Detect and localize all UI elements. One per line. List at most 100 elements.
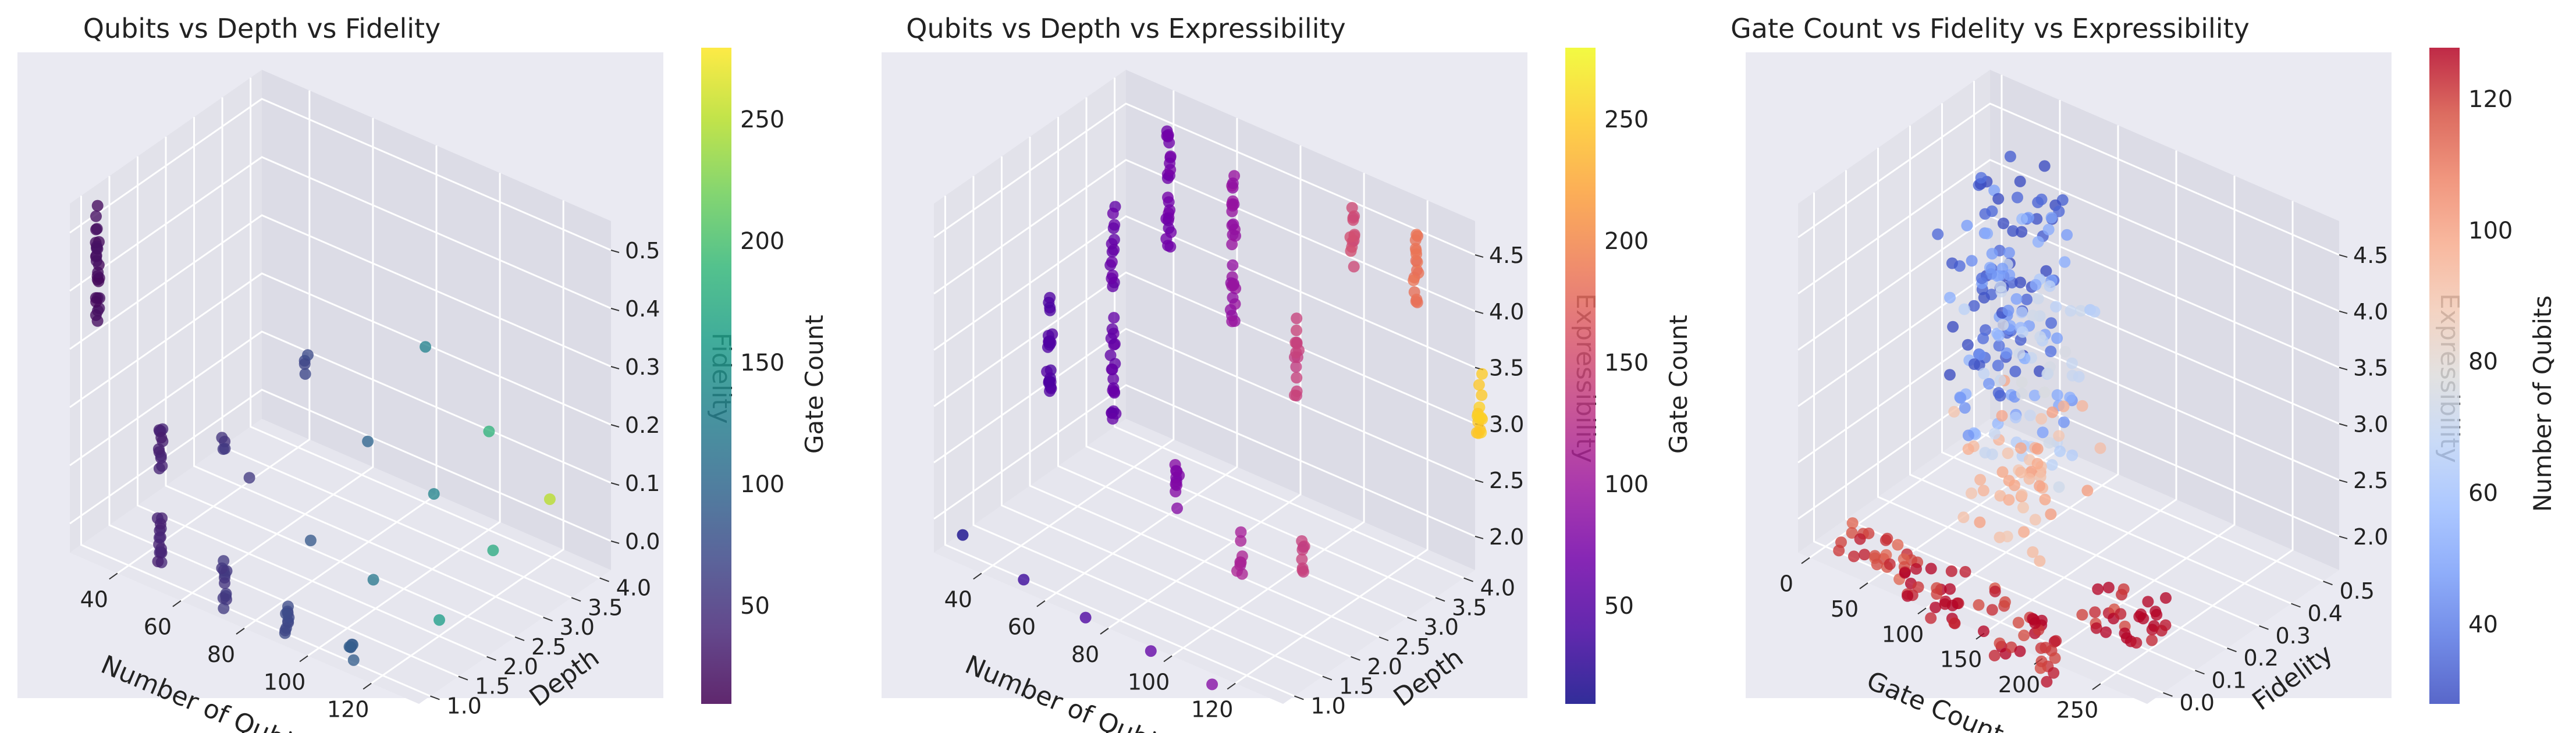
y-tick-label: 0.3 xyxy=(2276,623,2311,649)
data-point xyxy=(2001,347,2013,360)
data-point xyxy=(2042,367,2054,379)
data-point xyxy=(367,574,379,586)
data-point xyxy=(1079,611,1092,624)
data-point xyxy=(1992,330,2005,341)
colorbar-tick-label: 100 xyxy=(1604,471,1649,498)
data-point xyxy=(2043,437,2055,449)
y-tick-label: 1.5 xyxy=(475,674,510,699)
data-point xyxy=(1234,556,1246,568)
data-point xyxy=(1996,262,2009,275)
data-point xyxy=(1296,564,1309,577)
x-tick-label: 40 xyxy=(944,586,972,612)
colorbar-tick-label: 200 xyxy=(740,228,785,255)
grid-line xyxy=(1029,137,1380,638)
data-point xyxy=(91,223,103,235)
data-point xyxy=(1988,649,2001,661)
data-point xyxy=(1344,231,1356,243)
data-point xyxy=(2059,256,2071,268)
y-tick-label: 2.0 xyxy=(1367,654,1402,679)
data-point xyxy=(2044,280,2056,292)
data-point xyxy=(1408,274,1420,286)
data-point xyxy=(2051,389,2063,401)
x-tick-label: 120 xyxy=(327,697,369,723)
data-point xyxy=(2017,501,2029,514)
tick-mark xyxy=(514,636,525,641)
tick-mark xyxy=(2323,581,2333,586)
data-point xyxy=(1978,291,1990,304)
data-point xyxy=(1879,534,1892,546)
data-point xyxy=(2066,357,2078,369)
data-point xyxy=(2054,445,2066,457)
x-tick-label: 200 xyxy=(1998,672,2041,698)
grid-line xyxy=(1845,170,2196,671)
tick-mark xyxy=(610,540,620,544)
data-point xyxy=(1108,219,1121,231)
z-tick-label: 0.4 xyxy=(625,296,660,322)
data-point xyxy=(2053,481,2065,493)
data-point xyxy=(1476,368,1488,380)
tick-mark xyxy=(2163,692,2173,697)
data-point xyxy=(2015,467,2027,478)
z-tick-label: 3.5 xyxy=(2353,355,2388,381)
data-point xyxy=(1290,347,1302,358)
data-point xyxy=(1106,256,1118,268)
colorbar-tick-label: 150 xyxy=(1604,350,1649,377)
data-point xyxy=(91,200,104,212)
data-point xyxy=(2016,387,2028,400)
data-point xyxy=(2034,330,2046,343)
data-point xyxy=(2016,213,2028,225)
z-tick-label: 0.1 xyxy=(625,471,660,496)
data-point xyxy=(543,493,556,506)
data-point xyxy=(1289,389,1301,401)
colorbar-tick-label: 150 xyxy=(740,350,785,377)
z-tick-label: 4.0 xyxy=(1489,299,1524,325)
data-point xyxy=(152,556,164,568)
y-tick-label: 4.0 xyxy=(1480,575,1515,601)
data-point xyxy=(2029,617,2041,629)
grid-line xyxy=(69,272,612,426)
data-point xyxy=(2030,279,2042,291)
data-point xyxy=(1473,379,1485,391)
data-point xyxy=(2010,293,2023,305)
data-point xyxy=(302,349,314,361)
tick-mark xyxy=(299,655,308,663)
data-point xyxy=(217,592,229,604)
data-point xyxy=(2045,317,2058,329)
data-point xyxy=(2028,389,2041,401)
data-point xyxy=(2040,265,2052,277)
data-point xyxy=(2058,400,2070,412)
data-point xyxy=(1043,375,1055,387)
tick-mark xyxy=(610,308,620,311)
chart-panel-1: Qubits vs Depth vs Fidelity 40 60 80 100 120… xyxy=(0,0,858,733)
z-tick-label: 0.0 xyxy=(625,529,660,554)
tick-mark xyxy=(973,572,982,580)
data-point xyxy=(2042,223,2055,236)
grid-line xyxy=(1000,156,1352,658)
data-point xyxy=(1227,259,1239,271)
z-tick-label: 2.0 xyxy=(2353,524,2388,550)
z-tick-label: 0.5 xyxy=(625,238,660,264)
tick-mark xyxy=(2259,625,2269,630)
data-point xyxy=(92,266,104,279)
tick-mark xyxy=(1463,577,1473,582)
data-point xyxy=(1966,255,1978,267)
data-point xyxy=(2035,193,2048,205)
data-point xyxy=(1854,533,1866,545)
colorbar-tick-label: 50 xyxy=(740,592,770,620)
z-tick-label: 2.5 xyxy=(1489,468,1524,493)
data-point xyxy=(483,425,495,437)
colorbar-label: Gate Count xyxy=(800,315,829,454)
data-point xyxy=(2029,514,2041,526)
data-point xyxy=(2031,458,2044,469)
data-point xyxy=(2102,582,2115,593)
data-point xyxy=(2053,430,2065,442)
y-tick-label: 1.5 xyxy=(1339,674,1374,699)
data-point xyxy=(1290,361,1302,373)
y-tick-label: 0.4 xyxy=(2308,601,2343,627)
data-point xyxy=(2035,655,2048,667)
data-point xyxy=(219,577,230,589)
tick-mark xyxy=(363,682,372,690)
data-point xyxy=(1235,526,1247,538)
x-tick-label: 40 xyxy=(80,586,108,612)
data-point xyxy=(1171,479,1183,492)
